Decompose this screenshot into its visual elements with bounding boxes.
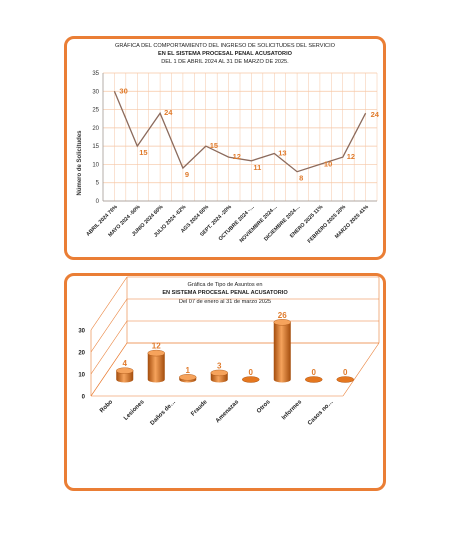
line-chart-subtitle: EN EL SISTEMA PROCESAL PENAL ACUSATORIO — [158, 51, 292, 57]
data-label: 10 — [324, 159, 332, 168]
y-tick-label: 10 — [78, 373, 85, 379]
data-label: 24 — [371, 110, 380, 119]
x-tick-label: Otros — [256, 399, 272, 415]
y-tick-label: 5 — [96, 181, 100, 187]
bar-body — [116, 370, 134, 383]
data-label: 1 — [186, 366, 191, 375]
bar-top — [116, 367, 134, 374]
bar — [116, 367, 134, 383]
data-label: 12 — [233, 152, 241, 161]
bar-chart: 0 10 20 30 4 Robo 12 Lesiones 1 Daños de… 3 Fraude 0… — [78, 276, 380, 427]
series-line — [113, 91, 367, 173]
line-chart-title: GRÁFICA DEL COMPORTAMIENTO DEL INGRESO D… — [115, 43, 335, 49]
y-tick-label: 10 — [92, 162, 99, 168]
bar-top — [179, 374, 197, 381]
x-tick-label: Amenazas — [215, 399, 241, 425]
y-tick-label: 0 — [96, 199, 100, 205]
line-chart: Número de Solicitudes 0 5 10 15 20 25 30 35 30 15… — [77, 71, 380, 245]
y-tick-label: 25 — [92, 108, 99, 114]
bar-top — [147, 349, 165, 357]
data-label: 12 — [347, 152, 355, 161]
bar — [147, 349, 165, 383]
x-tick-label: Fraude — [190, 399, 209, 418]
data-label: 15 — [139, 148, 147, 157]
data-label: 12 — [152, 342, 161, 351]
data-label: 4 — [123, 359, 128, 368]
y-tick-label: 35 — [92, 71, 99, 77]
data-label: 8 — [299, 174, 303, 183]
data-label: 0 — [343, 368, 348, 377]
x-tick-label: Lesiones — [123, 399, 146, 422]
x-tick-label: Informes — [281, 399, 304, 422]
floor-left-edge — [90, 342, 128, 397]
y-tick-label: 30 — [78, 329, 85, 335]
y-tick-label: 20 — [92, 126, 99, 132]
bar-chart-panel: Gráfica de Tipo de Asuntos en EN SISTEMA… — [64, 273, 386, 491]
x-tick-label: Robo — [99, 399, 114, 414]
y-tick-label: 0 — [82, 395, 86, 401]
side-gridline — [90, 320, 128, 375]
data-label: 3 — [217, 361, 222, 370]
bar — [210, 369, 228, 383]
bar-top — [210, 369, 228, 377]
y-tick-label: 20 — [78, 351, 85, 357]
bar — [336, 376, 354, 383]
side-gridline — [90, 276, 128, 331]
bar — [179, 374, 197, 383]
data-label: 11 — [253, 163, 261, 172]
bar-top — [242, 376, 260, 383]
x-tick-label: Daños de… — [150, 399, 178, 427]
line-chart-date-range: DEL 1 DE ABRIL 2024 AL 31 DE MARZO DE 20… — [161, 59, 289, 65]
x-tick-label: Casos no… — [307, 399, 335, 427]
y-tick-label: 15 — [92, 144, 99, 150]
bar-chart-title: Gráfica de Tipo de Asuntos en — [187, 282, 263, 288]
data-label: 0 — [249, 368, 254, 377]
side-gridline — [90, 298, 128, 353]
data-label: 9 — [185, 170, 189, 179]
bar-body — [273, 322, 291, 383]
data-label: 0 — [312, 368, 317, 377]
floor-right-edge — [342, 342, 380, 397]
data-label: 24 — [164, 108, 173, 117]
y-tick-label: 30 — [92, 89, 99, 95]
line-chart-panel: GRÁFICA DEL COMPORTAMIENTO DEL INGRESO D… — [64, 36, 386, 260]
bar — [273, 319, 291, 383]
bar-chart-subtitle: EN SISTEMA PROCESAL PENAL ACUSATORIO — [162, 290, 288, 296]
bar — [305, 376, 323, 383]
bar-chart-date-range: Del 07 de enero al 31 de marzo 2025 — [178, 299, 272, 305]
bar-top — [336, 376, 354, 383]
x-tick-label: FEBRERO 2025 20% — [307, 204, 348, 245]
data-label: 15 — [210, 141, 218, 150]
data-label: 13 — [278, 148, 286, 157]
bar-top — [305, 376, 323, 383]
bar-top — [273, 319, 291, 326]
data-label: 30 — [119, 86, 127, 95]
bar — [242, 376, 260, 383]
data-label: 26 — [278, 311, 287, 320]
y-axis-label: Número de Solicitudes — [77, 130, 83, 196]
bar-body — [147, 353, 165, 383]
